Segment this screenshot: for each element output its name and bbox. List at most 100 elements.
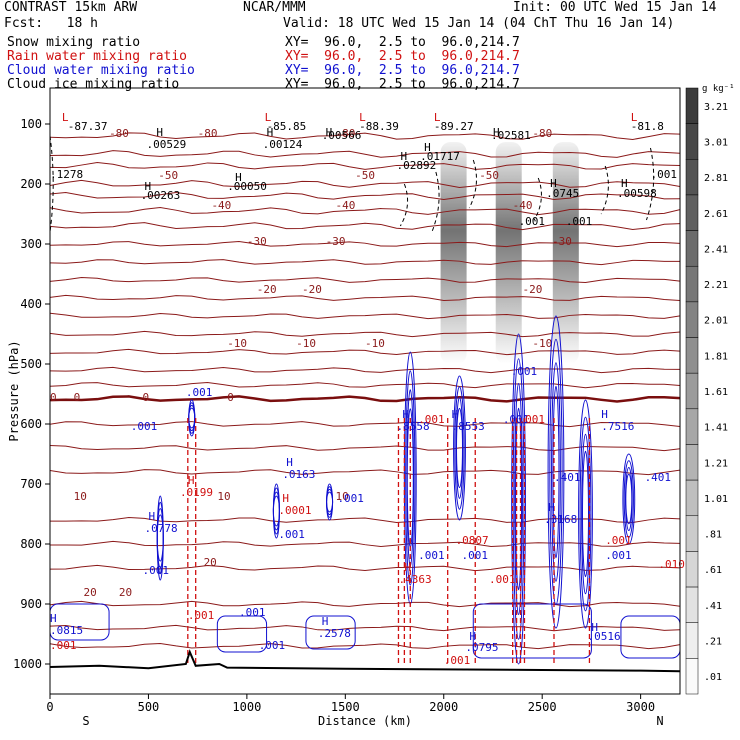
extremum-value: .001: [519, 413, 546, 426]
field-label-rain: Rain water mixing ratio: [7, 49, 188, 64]
colorbar-swatch: [685, 551, 699, 588]
temperature-contour-label: 10: [217, 490, 230, 503]
extremum-value: .0807: [456, 534, 489, 547]
temperature-contour-label: 10: [74, 490, 87, 503]
colorbar-label: .81: [704, 530, 722, 541]
temperature-contour: [50, 348, 680, 356]
x-tick-label: 2000: [429, 700, 458, 714]
colorbar-units: g kg⁻¹: [702, 84, 735, 94]
extremum-value: .001: [511, 365, 538, 378]
x-tick-label: 2500: [528, 700, 557, 714]
colorbar-swatch: [685, 515, 699, 552]
cloud-water-contour: [326, 491, 334, 513]
cloud-water-contour: [623, 460, 634, 538]
forecast-hour: Fcst: 18 h: [4, 16, 98, 31]
y-tick-label: 200: [20, 177, 42, 191]
high-marker: H: [400, 150, 407, 163]
extremum-value: .001: [188, 609, 215, 622]
temperature-contour: [50, 600, 680, 608]
cloud-water-contour: [305, 615, 356, 650]
temperature-contour: [50, 259, 680, 266]
high-marker: H: [493, 126, 500, 139]
extremum-value: .001: [131, 420, 158, 433]
high-marker: H: [267, 126, 274, 139]
extremum-value: .001: [519, 215, 546, 228]
north-label: N: [656, 714, 663, 728]
high-marker: H: [601, 408, 608, 421]
high-marker: H: [145, 180, 152, 193]
cloud-water-contour: [511, 333, 526, 665]
extremum-value: .1278: [50, 168, 83, 181]
extremum-value: .0745: [546, 187, 579, 200]
colorbar-label: .61: [704, 565, 722, 576]
colorbar-swatch: [685, 123, 699, 160]
temperature-contour: [50, 161, 680, 170]
cloud-water-contour: [620, 615, 680, 659]
colorbar-label: .41: [704, 601, 722, 612]
colorbar-swatch: [685, 301, 699, 338]
colorbar-swatch: [685, 372, 699, 410]
high-marker: H: [156, 126, 163, 139]
colorbar-label: 3.01: [704, 137, 728, 148]
y-tick-label: 900: [20, 597, 42, 611]
extremum-value: .02581: [491, 129, 531, 142]
freezing-level-contour: [50, 395, 680, 403]
cloud-water-contour: [453, 375, 466, 521]
extremum-value: .3168: [544, 513, 577, 526]
colorbar-label: 2.21: [704, 280, 728, 291]
institution-label: NCAR/MMM: [243, 0, 306, 15]
south-label: S: [82, 714, 89, 728]
extremum-value: .001: [489, 573, 516, 586]
x-tick-label: 1000: [232, 700, 261, 714]
temperature-contour: [50, 222, 680, 231]
y-tick-label: 800: [20, 537, 42, 551]
high-marker: H: [404, 561, 411, 574]
temperature-contour: [50, 330, 680, 338]
colorbar-label: 1.01: [704, 494, 728, 505]
colorbar-swatch: [685, 159, 699, 196]
temperature-contour: [50, 312, 680, 320]
snow-shading-plume: [440, 142, 467, 364]
temperature-contour: [50, 366, 680, 374]
extremum-value: .401: [645, 471, 672, 484]
temperature-contour-label: -10: [532, 337, 552, 350]
colorbar-swatch: [685, 444, 699, 481]
y-tick-label: 500: [20, 357, 42, 371]
extremum-value: .00124: [263, 138, 303, 151]
temperature-contour: [50, 381, 680, 389]
extremum-value: .001: [278, 528, 305, 541]
extremum-value: .0778: [145, 522, 178, 535]
field-label-cloud-water: Cloud water mixing ratio: [7, 63, 195, 78]
cloud-ice-contour: [431, 171, 440, 233]
temperature-contour: [50, 564, 680, 572]
temperature-contour-label: -80: [198, 127, 218, 140]
colorbar-label: .21: [704, 637, 722, 648]
valid-time: Valid: 18 UTC Wed 15 Jan 14 (04 ChT Thu …: [283, 16, 675, 31]
colorbar-label: 1.81: [704, 351, 728, 362]
plot-title: CONTRAST 15km ARW: [670, 81, 681, 84]
cloud-ice-contour: [468, 159, 477, 209]
colorbar-label: 2.61: [704, 209, 728, 220]
high-marker: H: [452, 408, 459, 421]
extremum-value: .001: [566, 215, 593, 228]
temperature-contour-label: -50: [479, 169, 499, 182]
temperature-contour-label: 0: [143, 391, 150, 404]
temperature-contour-label: -50: [355, 169, 375, 182]
extremum-value: .001: [186, 386, 213, 399]
temperature-contour: [50, 643, 680, 650]
field-label-snow: Snow mixing ratio: [7, 35, 141, 50]
extremum-value: -88.39: [359, 120, 399, 133]
cloud-ice-contour: [645, 147, 655, 221]
field-xy-rain: XY= 96.0, 2.5 to 96.0,214.7: [285, 49, 520, 64]
extremum-value: .001: [50, 639, 77, 652]
extremum-value: .001: [418, 549, 445, 562]
y-tick-label: 100: [20, 117, 42, 131]
temperature-contour-label: 20: [119, 586, 132, 599]
extremum-value: .010: [658, 558, 685, 571]
extremum-value: .001: [605, 549, 632, 562]
cloud-water-contour: [156, 508, 164, 568]
cloud-water-contour: [551, 362, 561, 582]
field-xy-cloud-water: XY= 96.0, 2.5 to 96.0,214.7: [285, 63, 520, 78]
temperature-contour-label: 0: [74, 391, 81, 404]
plot-frame: [49, 87, 681, 695]
